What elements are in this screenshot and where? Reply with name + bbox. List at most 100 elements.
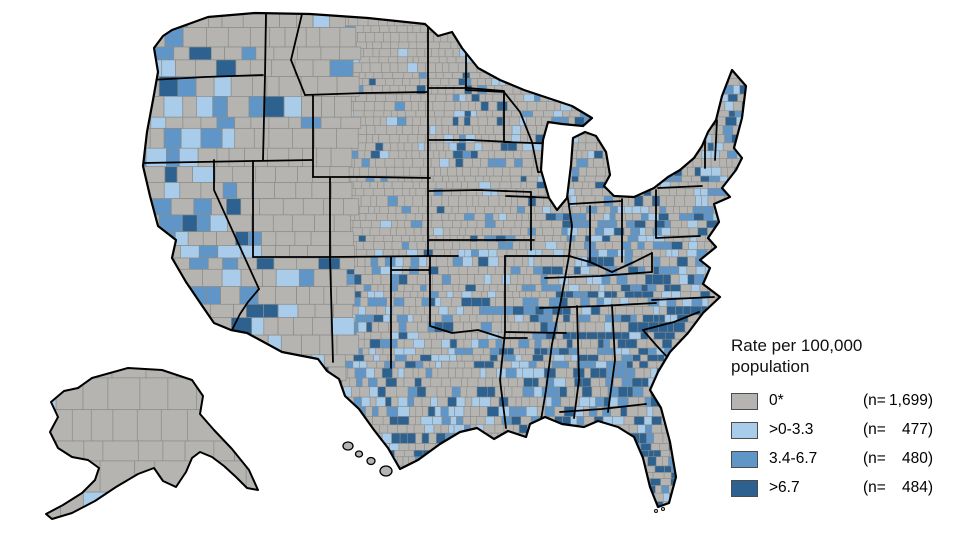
county-cell	[414, 377, 422, 388]
county-cell	[351, 386, 361, 398]
county-cell	[459, 450, 468, 457]
county-cell	[456, 338, 465, 349]
county-cell	[750, 188, 761, 196]
county-cell	[143, 213, 146, 221]
county-cell	[352, 424, 362, 434]
county-cell	[632, 110, 641, 118]
county-cell	[288, 485, 295, 494]
county-cell	[461, 377, 468, 388]
county-cell	[436, 331, 445, 340]
county-cell	[744, 266, 746, 275]
county-cell	[742, 241, 746, 250]
county-cell	[268, 116, 290, 129]
county-cell	[438, 150, 447, 159]
county-cell	[712, 274, 721, 285]
county-cell	[622, 450, 633, 457]
county-cell	[610, 62, 622, 73]
county-cell	[617, 386, 628, 398]
county-cell	[127, 339, 134, 348]
county-cell	[733, 101, 743, 112]
county-cell	[583, 72, 593, 79]
county-cell	[727, 511, 735, 517]
county-cell	[624, 472, 635, 479]
county-cell	[473, 485, 483, 494]
county-cell	[407, 32, 417, 43]
county-cell	[534, 465, 543, 473]
county-cell	[583, 195, 596, 207]
county-cell	[380, 331, 392, 340]
county-cell	[126, 502, 133, 512]
county-cell	[495, 297, 505, 307]
county-cell	[465, 142, 475, 152]
county-cell	[707, 485, 720, 494]
county-cell	[424, 465, 431, 473]
county-cell	[208, 396, 217, 407]
county-cell	[626, 511, 636, 517]
county-cell	[542, 72, 552, 79]
county-cell	[600, 386, 609, 398]
county-cell	[467, 450, 476, 457]
county-cell	[700, 166, 712, 177]
county-cell	[308, 386, 318, 398]
county-cell	[617, 338, 627, 349]
county-cell	[743, 188, 746, 197]
county-cell	[456, 13, 463, 18]
county-cell	[581, 306, 592, 316]
county-cell	[615, 213, 626, 221]
county-cell	[152, 16, 162, 26]
county-cell	[693, 465, 704, 473]
county-cell	[341, 465, 353, 473]
county-cell	[393, 297, 405, 307]
county-cell	[549, 485, 560, 494]
county-cell	[657, 32, 664, 43]
county-cell	[486, 314, 494, 323]
county-cell	[720, 274, 729, 285]
county-cell	[182, 338, 190, 349]
county-cell	[666, 360, 678, 369]
county-cell	[683, 142, 696, 152]
county-cell	[487, 465, 494, 473]
county-cell	[630, 241, 638, 250]
county-cell	[182, 291, 192, 298]
county-cell	[689, 360, 700, 369]
county-cell	[521, 213, 529, 221]
county-cell	[496, 101, 508, 112]
county-cell	[320, 46, 340, 61]
county-cell	[311, 360, 319, 369]
county-cell	[658, 213, 669, 221]
county-cell	[362, 432, 372, 444]
county-cell	[587, 456, 598, 467]
county-cell	[562, 266, 575, 275]
county-cell	[478, 465, 489, 473]
county-cell	[555, 166, 563, 177]
county-cell	[580, 206, 587, 214]
county-cell	[494, 150, 506, 159]
county-cell	[487, 406, 499, 417]
county-cell	[721, 443, 729, 451]
county-cell	[214, 517, 221, 524]
county-cell	[146, 13, 158, 18]
county-cell	[144, 78, 156, 86]
county-cell	[350, 501, 359, 507]
county-cell	[461, 517, 471, 524]
county-cell	[602, 32, 612, 43]
county-cell	[407, 62, 418, 73]
county-cell	[646, 110, 659, 118]
county-cell	[585, 511, 591, 517]
county-cell	[678, 249, 688, 258]
county-cell	[597, 331, 606, 340]
county-cell	[382, 517, 393, 524]
county-cell	[648, 347, 657, 356]
county-cell	[725, 321, 733, 333]
county-cell	[552, 13, 563, 18]
county-cell	[521, 284, 529, 292]
county-cell	[638, 347, 649, 356]
county-cell	[621, 241, 632, 250]
county-cell	[562, 443, 573, 451]
county-cell	[417, 62, 426, 73]
county-cell	[656, 85, 667, 95]
county-cell	[595, 396, 605, 407]
county-cell	[214, 501, 222, 507]
county-cell	[398, 443, 410, 451]
county-cell	[612, 241, 623, 250]
